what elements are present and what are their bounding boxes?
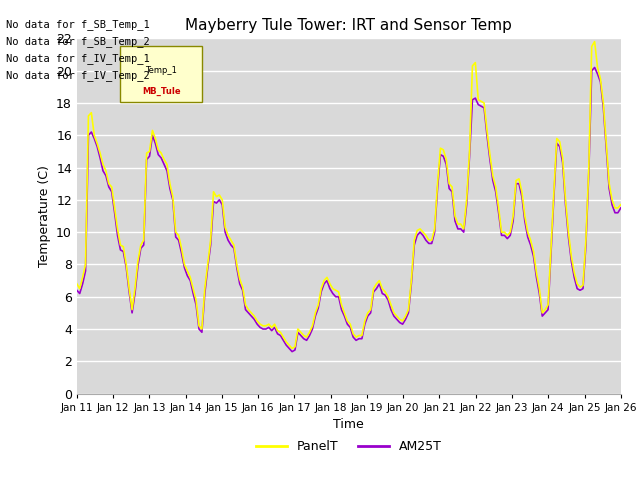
Text: No data for f_IV_Temp_1: No data for f_IV_Temp_1: [6, 53, 150, 64]
Text: No data for f_SB_Temp_1: No data for f_SB_Temp_1: [6, 19, 150, 30]
Title: Mayberry Tule Tower: IRT and Sensor Temp: Mayberry Tule Tower: IRT and Sensor Temp: [186, 18, 512, 33]
Text: Temp_1: Temp_1: [145, 66, 177, 75]
X-axis label: Time: Time: [333, 418, 364, 431]
Text: No data for f_IV_Temp_2: No data for f_IV_Temp_2: [6, 70, 150, 81]
Text: MB_Tule: MB_Tule: [142, 87, 180, 96]
Legend: PanelT, AM25T: PanelT, AM25T: [251, 435, 447, 458]
Y-axis label: Temperature (C): Temperature (C): [38, 165, 51, 267]
Text: No data for f_SB_Temp_2: No data for f_SB_Temp_2: [6, 36, 150, 47]
FancyBboxPatch shape: [120, 46, 202, 102]
